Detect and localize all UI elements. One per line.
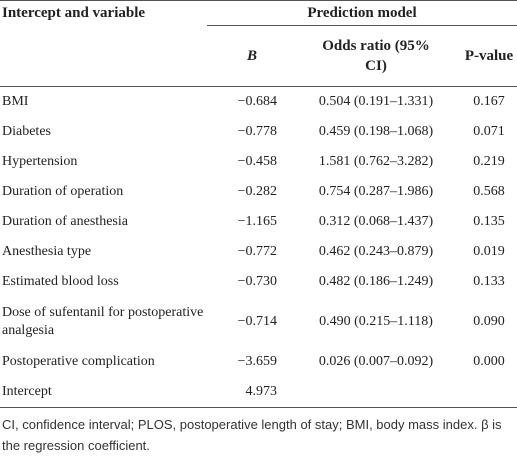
coefficient: −0.778: [237, 124, 277, 139]
coefficient: −0.772: [237, 244, 277, 259]
table-row: Dose of sufentanil for postoperative ana…: [0, 297, 517, 347]
odds-ratio: 0.026 (0.007–0.092): [318, 354, 434, 369]
odds-ratio: 0.490 (0.215–1.118): [319, 314, 433, 329]
p-value: 0.090: [473, 314, 505, 329]
table-row: Duration of anesthesia −1.165 0.312 (0.068…: [0, 207, 517, 237]
header-row: Intercept and variable Prediction model: [0, 0, 517, 26]
footnote: CI, confidence interval; PLOS, postopera…: [2, 417, 502, 453]
variable: Duration of anesthesia: [2, 214, 128, 229]
p-value: 0.071: [473, 124, 505, 139]
header-odds-ratio: Odds ratio (95% CI): [291, 25, 461, 87]
table-row: Estimated blood loss −0.730 0.482 (0.186–1…: [0, 267, 517, 297]
odds-ratio: 1.581 (0.762–3.282): [318, 154, 434, 169]
coefficient: −0.714: [237, 314, 277, 329]
p-value: 0.000: [473, 354, 505, 369]
variable: Duration of operation: [2, 184, 124, 199]
odds-ratio: 0.462 (0.243–0.879): [318, 244, 434, 259]
variable: Intercept: [2, 384, 52, 399]
table-row: Postoperative complication −3.659 0.026 (0…: [0, 347, 517, 377]
variable: Postoperative complication: [2, 354, 155, 369]
odds-ratio: 0.459 (0.198–1.068): [318, 124, 434, 139]
coefficient: −1.165: [237, 214, 277, 229]
header-row: B Odds ratio (95% CI) P-value: [0, 25, 517, 87]
variable: BMI: [2, 94, 29, 109]
table-row: Hypertension −0.458 1.581 (0.762–3.282) 0.2…: [0, 147, 517, 177]
header-group: Prediction model: [207, 0, 517, 26]
table-row: Intercept 4.973: [0, 377, 517, 408]
odds-ratio: 0.312 (0.068–1.437): [318, 214, 434, 229]
odds-ratio: 0.504 (0.191–1.331): [318, 94, 434, 109]
table-row: Diabetes −0.778 0.459 (0.198–1.068) 0.071: [0, 117, 517, 147]
p-value: 0.568: [473, 184, 505, 199]
table-row: Anesthesia type −0.772 0.462 (0.243–0.879)…: [0, 237, 517, 267]
odds-ratio: 0.754 (0.287–1.986): [318, 184, 434, 199]
variable: Diabetes: [2, 124, 51, 139]
coefficient: −0.684: [237, 94, 277, 109]
variable: Anesthesia type: [2, 244, 92, 259]
coefficient: 4.973: [245, 384, 278, 399]
odds-ratio: 0.482 (0.186–1.249): [318, 274, 434, 289]
header-variable: Intercept and variable: [2, 4, 146, 21]
variable: Estimated blood loss: [2, 274, 119, 289]
header-p-value: P-value: [461, 25, 517, 87]
p-value: 0.019: [473, 244, 505, 259]
variable: Dose of sufentanil for postoperative ana…: [2, 305, 204, 338]
coefficient: −0.458: [237, 154, 277, 169]
p-value: 0.219: [473, 154, 505, 169]
header-b: B: [207, 25, 291, 87]
variable: Hypertension: [2, 154, 78, 169]
table-row: BMI −0.684 0.504 (0.191–1.331) 0.167: [0, 87, 517, 118]
coefficient: −0.730: [237, 274, 277, 289]
p-value: 0.167: [473, 94, 505, 109]
table: Intercept and variable Prediction model …: [0, 0, 517, 408]
coefficient: −0.282: [237, 184, 277, 199]
table-row: Duration of operation −0.282 0.754 (0.287–…: [0, 177, 517, 207]
coefficient: −3.659: [237, 354, 277, 369]
p-value: 0.133: [473, 274, 505, 289]
p-value: 0.135: [473, 214, 505, 229]
